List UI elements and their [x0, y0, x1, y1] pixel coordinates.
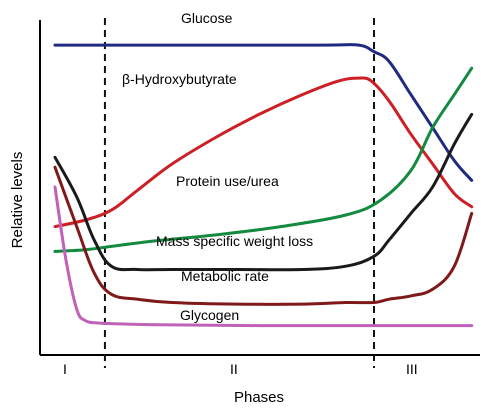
phase-label-iii: III [406, 361, 418, 377]
phase-boundaries [103, 18, 376, 368]
series-label-metabolic-rate: Metabolic rate [181, 268, 269, 284]
series-line-beta-hydroxybutyrate [53, 76, 474, 229]
series-label-glucose: Glucose [181, 10, 233, 26]
series-label-mass-specific-weight-loss: Mass specific weight loss [156, 233, 313, 249]
phase-label-ii: II [230, 361, 238, 377]
series-lines [53, 43, 474, 328]
series-label-protein-use-urea: Protein use/urea [176, 173, 279, 189]
series-line-mass-specific-weight-loss [53, 112, 474, 272]
series-line-metabolic-rate [53, 165, 474, 306]
y-axis-title: Relative levels [9, 152, 26, 249]
series-label-glycogen: Glycogen [180, 307, 239, 323]
series-line-glucose [53, 43, 474, 182]
phase-label-i: I [63, 361, 67, 377]
series-line-protein-use-urea [53, 66, 474, 253]
series-line-glycogen [53, 185, 474, 328]
x-axis-title: Phases [234, 389, 284, 406]
series-label-beta-hydroxybutyrate: β-Hydroxybutyrate [122, 71, 237, 87]
